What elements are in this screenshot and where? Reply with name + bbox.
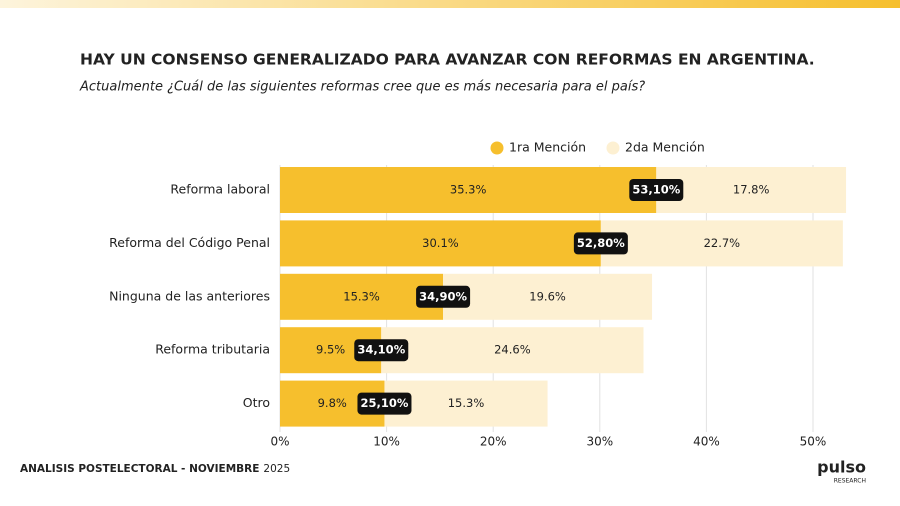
- x-tick-label: 0%: [270, 435, 289, 449]
- value-label: 24.6%: [494, 343, 531, 357]
- value-label: 17.8%: [733, 183, 770, 197]
- total-label: 52,80%: [577, 236, 625, 250]
- bar-segment: [384, 380, 548, 427]
- brand-tagline: RESEARCH: [834, 478, 866, 485]
- bar-segment: [381, 327, 644, 374]
- legend-swatch: [606, 141, 620, 155]
- legend-swatch: [490, 141, 504, 155]
- y-tick-label: Reforma tributaria: [155, 342, 270, 357]
- y-tick-label: Reforma del Código Penal: [109, 235, 270, 250]
- legend-label: 2da Mención: [625, 140, 705, 155]
- total-label: 34,10%: [357, 343, 405, 357]
- legend-label: 1ra Mención: [509, 140, 586, 155]
- x-tick-label: 40%: [693, 435, 720, 449]
- y-tick-label: Ninguna de las anteriores: [109, 288, 270, 303]
- total-label: 53,10%: [632, 183, 680, 197]
- total-badge: [629, 179, 684, 201]
- bar-segment: [280, 220, 601, 267]
- bar-segment: [656, 167, 847, 213]
- total-badge: [573, 232, 628, 255]
- total-badge: [357, 392, 412, 415]
- bar-segment: [600, 220, 843, 267]
- bar-segment: [280, 167, 657, 213]
- value-label: 22.7%: [704, 236, 741, 250]
- value-label: 15.3%: [448, 396, 485, 410]
- x-tick-label: 10%: [373, 435, 400, 449]
- chart-subtitle: Actualmente ¿Cuál de las siguientes refo…: [79, 80, 645, 95]
- footer-year: 2025: [263, 463, 290, 475]
- value-label: 9.5%: [316, 343, 345, 357]
- footer-label: ANALISIS POSTELECTORAL - NOVIEMBRE 2025: [20, 463, 290, 475]
- value-label: 19.6%: [529, 289, 566, 303]
- value-label: 35.3%: [450, 183, 487, 197]
- total-badge: [416, 285, 471, 308]
- x-tick-label: 30%: [586, 435, 613, 449]
- chart-title: HAY UN CONSENSO GENERALIZADO PARA AVANZA…: [80, 51, 815, 69]
- bar-segment: [443, 273, 653, 320]
- top-strip: [0, 0, 900, 8]
- footer-text: ANALISIS POSTELECTORAL - NOVIEMBRE: [20, 463, 259, 475]
- value-label: 15.3%: [343, 289, 380, 303]
- x-tick-label: 20%: [480, 435, 507, 449]
- value-label: 30.1%: [422, 236, 459, 250]
- y-tick-label: Reforma laboral: [170, 182, 270, 197]
- brand-name: pulso: [817, 458, 866, 477]
- total-label: 25,10%: [361, 396, 409, 410]
- x-tick-label: 50%: [800, 435, 827, 449]
- value-label: 9.8%: [318, 396, 347, 410]
- bar-segment: [280, 273, 444, 320]
- total-badge: [354, 339, 409, 362]
- y-tick-label: Otro: [243, 395, 270, 410]
- total-label: 34,90%: [419, 289, 467, 303]
